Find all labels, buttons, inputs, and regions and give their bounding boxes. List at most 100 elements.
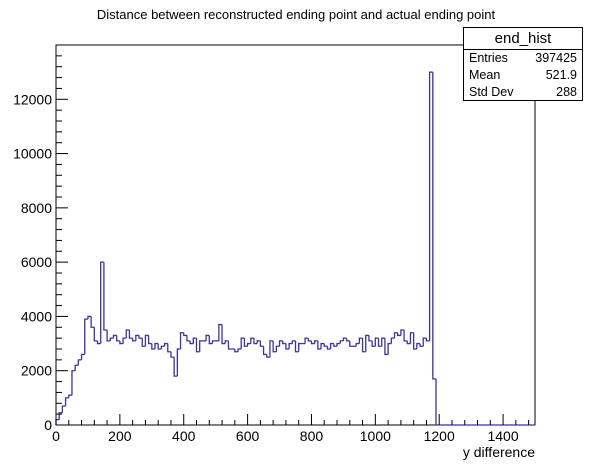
histogram-bin: [112, 334, 117, 339]
histogram-bin: [179, 332, 184, 349]
histogram-bin: [234, 349, 239, 353]
histogram-bin: [186, 335, 191, 342]
histogram-bin: [409, 332, 414, 344]
histogram-bin: [262, 346, 267, 356]
stats-label: Std Dev: [469, 85, 514, 99]
y-tick-label: 4000: [21, 308, 52, 324]
histogram-bin: [310, 340, 315, 345]
histogram-bin: [221, 324, 226, 345]
histogram-bin: [167, 343, 171, 353]
histogram-bin: [96, 340, 101, 345]
histogram-bin: [170, 351, 175, 358]
x-tick-label: 200: [108, 428, 132, 444]
histogram-bin: [336, 342, 341, 347]
histogram-bin: [64, 397, 69, 406]
histogram-bin: [157, 343, 162, 350]
histogram-bin: [68, 394, 72, 398]
histogram-bin: [416, 342, 421, 349]
histogram-bin: [77, 359, 82, 366]
histogram-bin: [144, 334, 149, 347]
histogram-bin: [291, 340, 296, 344]
stats-label: Entries: [469, 51, 508, 65]
histogram-bin: [224, 340, 229, 344]
histogram-bin: [349, 340, 353, 347]
histogram-bin: [250, 337, 254, 344]
y-tick-label: 2000: [21, 363, 52, 379]
histogram-bin: [365, 334, 369, 352]
stats-row-entries: Entries 397425: [464, 50, 582, 67]
histogram-bin: [339, 340, 344, 344]
axes: 0 200 400 600 800 1000 1200 1400 0 2000 4000 6000 80…: [13, 55, 530, 444]
x-tick-label: 0: [52, 428, 60, 444]
histogram-bin: [125, 329, 130, 339]
histogram-bin: [103, 262, 108, 331]
histogram-bin: [116, 335, 120, 342]
histogram-bin: [393, 332, 398, 339]
histogram-bin: [74, 364, 79, 371]
histogram-bin: [189, 340, 194, 345]
x-tick-label: 400: [172, 428, 196, 444]
histogram-bin: [100, 261, 104, 344]
histogram-bin: [195, 338, 200, 353]
histogram-bin: [240, 337, 245, 349]
histogram-bin: [269, 340, 274, 358]
histogram-bin: [406, 340, 411, 345]
histogram-bin: [205, 334, 210, 341]
histogram-bin: [317, 340, 322, 350]
histogram-bin: [237, 348, 242, 352]
histogram-bin: [361, 338, 366, 353]
histogram-bin: [87, 315, 92, 320]
histogram-bin: [333, 343, 338, 347]
chart-title: Distance between reconstructed ending po…: [96, 7, 496, 22]
histogram-bin: [432, 72, 437, 380]
histogram-bin: [84, 318, 88, 355]
y-tick-label: 0: [44, 417, 52, 433]
histogram-bin: [160, 345, 165, 349]
histogram-bin: [342, 337, 347, 341]
x-tick-label: 1200: [424, 428, 455, 444]
histogram-bin: [307, 338, 312, 342]
histogram-bin: [298, 342, 302, 352]
histogram-bin: [314, 340, 318, 344]
histogram-bin: [173, 357, 178, 377]
y-tick-label: 10000: [13, 146, 52, 162]
histogram-bin: [371, 340, 376, 347]
stats-row-mean: Mean 521.9: [464, 67, 582, 84]
histogram-bin: [275, 345, 280, 352]
histogram-bin: [323, 343, 328, 347]
histogram-bin: [163, 342, 168, 347]
histogram-bars: [55, 71, 535, 426]
histogram-bin: [61, 405, 66, 413]
histogram-bin: [288, 342, 293, 349]
x-tick-label: 1000: [360, 428, 391, 444]
histogram-bin: [93, 327, 98, 342]
histogram-bin: [266, 354, 270, 358]
histogram-bin: [253, 338, 258, 345]
histogram-bin: [147, 335, 152, 345]
histogram-bin: [138, 335, 143, 339]
histogram-bin: [397, 332, 401, 337]
histogram-bin: [329, 342, 334, 349]
histogram-bin: [374, 337, 379, 347]
histogram-bin: [119, 340, 124, 345]
histogram-bin: [128, 330, 133, 339]
histogram-bin: [387, 342, 392, 355]
histogram-bin: [403, 330, 408, 342]
plot-frame: [55, 44, 536, 426]
histogram-bin: [400, 329, 405, 336]
stats-value: 288: [556, 85, 577, 99]
y-tick-label: 12000: [13, 91, 52, 107]
histogram-bin: [131, 338, 136, 342]
histogram-bin: [122, 337, 127, 344]
stats-label: Mean: [469, 68, 501, 82]
histogram-bin: [419, 343, 424, 347]
histogram-bin: [413, 332, 417, 350]
histogram-bin: [285, 343, 290, 350]
histogram-bin: [384, 338, 389, 356]
histogram-bin: [256, 340, 261, 344]
histogram-bin: [390, 337, 395, 344]
x-axis-label: y difference: [463, 444, 535, 460]
histogram-bin: [422, 337, 427, 347]
histogram-bin: [320, 342, 325, 349]
histogram-bin: [71, 370, 76, 396]
